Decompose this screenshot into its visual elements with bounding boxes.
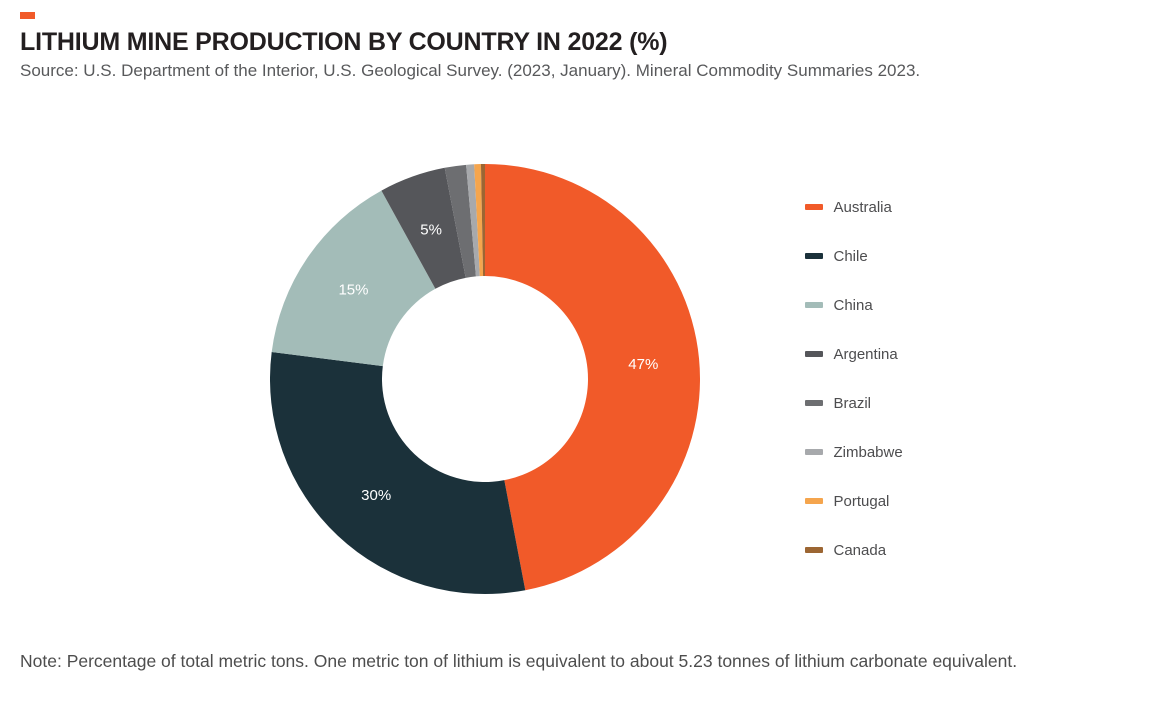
legend-item-china: China	[804, 296, 920, 314]
legend-label-chile: Chile	[833, 247, 868, 265]
slice-zimbabwe	[465, 164, 480, 277]
slice-china	[271, 190, 435, 367]
slice-australia	[484, 163, 700, 591]
chart-note: Note: Percentage of total metric tons. O…	[20, 650, 1018, 671]
legend-swatch-australia	[804, 204, 823, 211]
legend-item-brazil: Brazil	[804, 394, 920, 412]
legend-item-argentina: Argentina	[804, 345, 920, 363]
slice-argentina	[380, 167, 466, 289]
legend-item-chile: Chile	[804, 247, 920, 265]
legend-item-zimbabwe: Zimbabwe	[804, 443, 920, 461]
legend-swatch-portugal	[804, 498, 823, 505]
chart-legend: Australia Chile China Argentina Brazil Zimbab…	[804, 198, 920, 559]
legend-swatch-china	[804, 302, 823, 309]
legend-item-australia: Australia	[804, 198, 920, 216]
legend-label-portugal: Portugal	[833, 492, 890, 510]
legend-label-argentina: Argentina	[833, 345, 898, 363]
legend-label-australia: Australia	[833, 198, 892, 216]
slice-portugal	[473, 163, 483, 277]
brand-mark	[20, 12, 35, 19]
slice-label-chile: 30%	[361, 487, 391, 504]
legend-swatch-brazil	[804, 400, 823, 407]
legend-label-zimbabwe: Zimbabwe	[833, 443, 903, 461]
slice-label-australia: 47%	[628, 356, 658, 373]
slice-chile	[269, 351, 525, 594]
legend-item-canada: Canada	[804, 541, 920, 559]
legend-item-portugal: Portugal	[804, 492, 920, 510]
chart-title: LITHIUM MINE PRODUCTION BY COUNTRY IN 20…	[20, 28, 668, 56]
donut-chart-svg: 47% 30% 15% 5%	[269, 163, 700, 594]
slice-brazil	[444, 164, 476, 278]
legend-swatch-canada	[804, 547, 823, 554]
slice-label-argentina: 5%	[420, 221, 442, 238]
legend-swatch-argentina	[804, 351, 823, 358]
slice-canada	[480, 163, 485, 276]
legend-swatch-zimbabwe	[804, 449, 823, 456]
legend-label-brazil: Brazil	[833, 394, 872, 412]
legend-label-china: China	[833, 296, 873, 314]
source-citation: Source: U.S. Department of the Interior,…	[20, 61, 921, 80]
donut-chart: 47% 30% 15% 5%	[255, 149, 715, 609]
chart-area: 47% 30% 15% 5% Australia Chile China Argentina…	[20, 149, 1154, 609]
legend-label-canada: Canada	[833, 541, 887, 559]
slice-label-china: 15%	[338, 282, 368, 299]
legend-swatch-chile	[804, 253, 823, 260]
